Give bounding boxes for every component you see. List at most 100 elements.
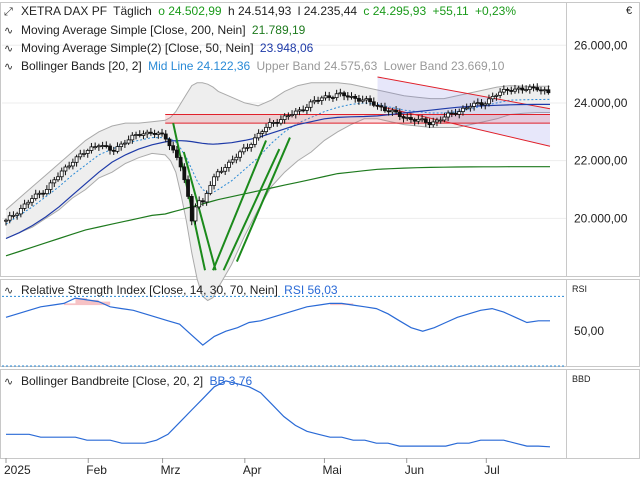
candle-up (93, 146, 98, 149)
bbw-legend[interactable]: ∿ Bollinger Bandbreite [Close, 20, 2] BB … (4, 374, 255, 389)
candle-down (423, 118, 428, 123)
candle-up (145, 131, 150, 135)
candle-down (275, 122, 280, 124)
candle-down (189, 196, 194, 222)
candle-up (126, 139, 131, 144)
candle-up (238, 151, 242, 158)
candle-up (267, 122, 272, 128)
candle-up (338, 92, 343, 95)
candle-down (386, 110, 391, 113)
candle-down (186, 179, 190, 197)
candle-up (115, 146, 120, 152)
candle-up (249, 143, 254, 148)
candle-down (41, 192, 46, 195)
candle-up (323, 95, 328, 99)
candle-down (427, 122, 432, 126)
sma200-legend[interactable]: ∿ Moving Average Simple [Close, 200, Nein… (4, 23, 308, 38)
candle-up (141, 133, 146, 136)
rsi-legend[interactable]: ∿ Relative Strength Index [Close, 14, 30,… (4, 283, 341, 298)
candle-up (245, 147, 250, 149)
trend-drawing-line (182, 151, 217, 271)
x-tick-label: Apr (243, 463, 262, 477)
price-tick-label: 24.000,00 (574, 96, 628, 110)
candle-up (390, 109, 395, 113)
candle-down (160, 132, 164, 135)
bollinger-mid-line (5, 98, 551, 225)
candle-up (256, 132, 261, 139)
change-value: +55,11 (432, 4, 469, 18)
candle-up (100, 145, 105, 147)
bbw-value: BB 3,76 (209, 374, 253, 388)
indicator-line-icon: ∿ (4, 61, 14, 73)
candle-up (435, 119, 439, 123)
rsi-overbought-fill (63, 303, 76, 306)
bbw-label: Bollinger Bandbreite [Close, 20, 2] (21, 374, 204, 388)
bandbreite-line (6, 380, 551, 448)
candle-up (219, 170, 224, 173)
bb-legend[interactable]: ∿ Bollinger Bands [20, 2] Mid Line 24.122… (4, 59, 507, 74)
candle-up (11, 214, 16, 217)
candle-up (63, 166, 68, 172)
candle-down (342, 92, 346, 97)
candle-down (371, 101, 376, 106)
close-value: c 24.295,93 (363, 4, 427, 18)
candle-up (33, 193, 38, 199)
candle-up (212, 176, 216, 186)
sma50-legend[interactable]: ∿ Moving Average Simple(2) [Close, 50, Ne… (4, 41, 316, 56)
x-tick-label: Jun (405, 463, 424, 477)
rsi-overbought-fill (87, 299, 99, 306)
candle-down (345, 95, 350, 98)
chart-type-icon: ⤢ (4, 6, 13, 18)
candle-up (59, 170, 64, 178)
candle-up (156, 132, 161, 135)
x-tick-label: Mrz (161, 463, 181, 477)
candle-up (56, 176, 60, 181)
candle-up (420, 118, 424, 121)
candle-down (357, 98, 361, 102)
candle-up (230, 159, 235, 163)
bollinger-band-area (6, 82, 550, 301)
candle-up (319, 97, 324, 101)
candle-up (364, 98, 369, 101)
candle-up (208, 185, 213, 194)
sma50-label: Moving Average Simple(2) [Close, 50, Nei… (21, 41, 254, 55)
candle-up (405, 117, 410, 119)
candle-down (449, 112, 454, 115)
candle-up (197, 200, 202, 208)
candle-up (15, 213, 20, 216)
candle-up (498, 91, 503, 96)
candle-up (461, 107, 465, 112)
indicator-line-icon: ∿ (4, 285, 14, 297)
candle-up (4, 219, 8, 222)
candle-up (483, 103, 488, 106)
candle-up (22, 203, 27, 209)
rsi-overbought-fill (330, 303, 342, 306)
candle-down (327, 95, 332, 98)
candle-down (301, 109, 306, 112)
candle-up (223, 167, 228, 172)
candle-up (271, 122, 276, 124)
candle-up (227, 161, 231, 168)
candle-up (446, 112, 450, 118)
candle-down (182, 166, 187, 181)
candle-up (215, 171, 220, 178)
rsi-tick-label: 50,00 (574, 324, 604, 338)
candle-down (509, 90, 514, 92)
candle-down (148, 131, 153, 134)
sma200-value: 21.789,19 (251, 23, 306, 37)
interval-label: Täglich (113, 4, 152, 18)
bb-lower-value: Lower Band 23.669,10 (383, 59, 505, 73)
instrument-name: XETRA DAX PF (21, 4, 108, 18)
sma200-line (5, 166, 550, 257)
candle-up (438, 119, 443, 122)
candle-down (167, 138, 172, 147)
candle-down (531, 86, 536, 89)
bollinger-upper-line (5, 82, 550, 211)
candle-up (260, 131, 265, 134)
candle-down (152, 132, 157, 135)
candle-up (26, 201, 31, 205)
candle-up (516, 87, 521, 90)
candle-down (316, 99, 320, 102)
